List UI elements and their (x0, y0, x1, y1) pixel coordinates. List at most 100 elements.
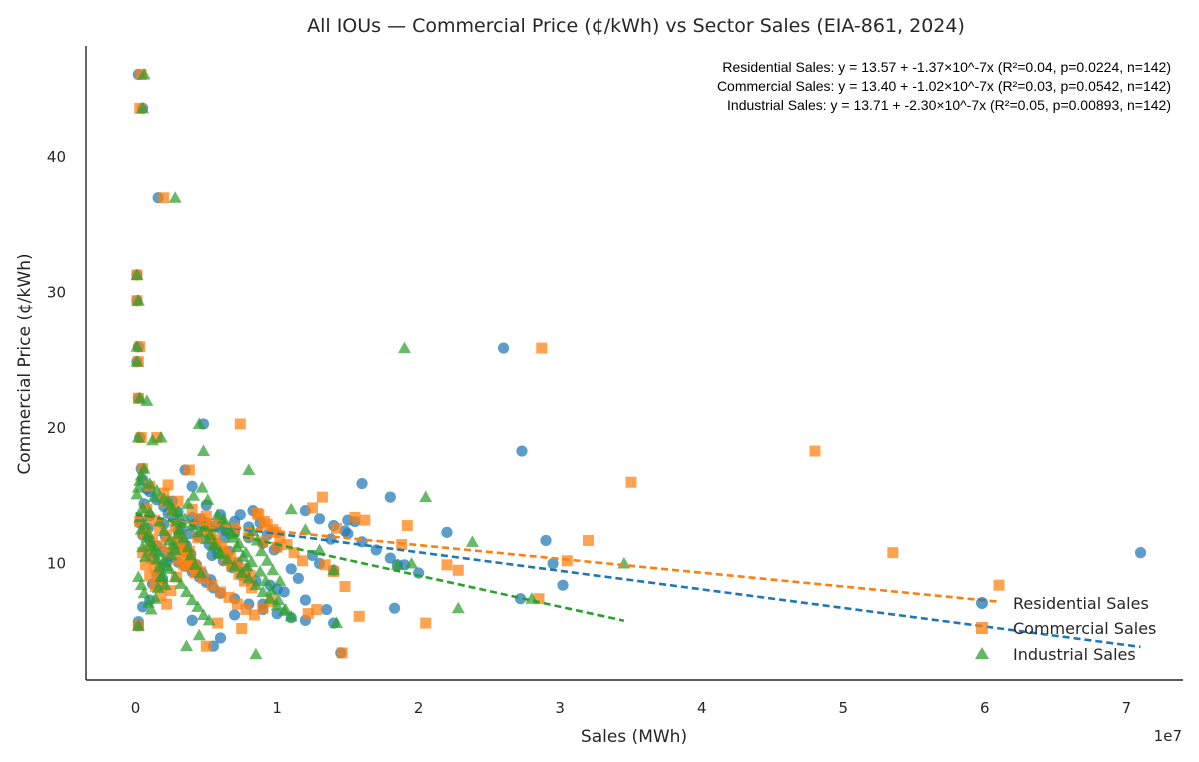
data-point (260, 554, 274, 566)
data-point (168, 543, 182, 555)
x-tick-label: 1 (272, 699, 282, 717)
data-point (413, 567, 425, 579)
data-point (196, 444, 210, 457)
data-point (185, 555, 197, 567)
data-point (200, 640, 212, 652)
data-point (887, 547, 899, 559)
data-point (240, 604, 252, 616)
data-point (279, 603, 293, 615)
data-point (192, 532, 204, 544)
x-tick-label: 6 (980, 699, 990, 717)
data-point (339, 525, 351, 537)
x-axis-offset-label: 1e7 (1154, 727, 1182, 745)
x-tick-label: 4 (697, 699, 707, 717)
data-point (212, 547, 226, 560)
data-point (174, 577, 188, 589)
data-point (516, 445, 528, 457)
data-point (144, 570, 156, 582)
data-point (441, 559, 453, 571)
data-point (272, 593, 286, 606)
legend-label-commercial: Commercial Sales (1013, 619, 1156, 638)
data-point (313, 513, 326, 525)
data-point (171, 527, 185, 539)
regression-annotations: Residential Sales: y = 13.57 + -1.37×10^… (717, 59, 1171, 113)
data-point (131, 294, 145, 306)
x-tick-label: 0 (131, 699, 141, 717)
data-point (148, 514, 160, 526)
data-point (452, 564, 464, 576)
data-points (130, 67, 1147, 660)
data-point (176, 539, 188, 551)
data-point (228, 559, 242, 572)
data-point (158, 192, 170, 204)
data-point (134, 468, 148, 481)
data-point (405, 556, 419, 569)
data-point (229, 609, 241, 621)
data-point (194, 566, 208, 578)
data-point (390, 558, 404, 570)
data-point (140, 394, 154, 406)
data-point (388, 602, 401, 614)
data-point (161, 598, 173, 610)
data-point (540, 534, 552, 547)
data-point (384, 491, 396, 503)
data-point (465, 535, 479, 547)
data-point (168, 191, 182, 203)
data-point (255, 544, 269, 557)
data-point (331, 522, 343, 534)
data-point (214, 586, 226, 598)
data-point (185, 593, 199, 606)
data-point (136, 501, 150, 513)
legend-item-commercial: Commercial Sales (976, 619, 1156, 638)
data-point (181, 540, 195, 553)
data-point (133, 391, 147, 404)
data-point (147, 490, 161, 503)
data-point (155, 590, 167, 602)
data-point (177, 531, 191, 543)
data-point (208, 538, 222, 550)
data-point (299, 594, 311, 606)
data-point (138, 517, 152, 530)
data-point (253, 509, 265, 521)
data-point (131, 431, 145, 443)
data-point (136, 540, 150, 553)
data-point (183, 464, 195, 476)
data-point (161, 494, 175, 507)
data-point (257, 536, 269, 548)
data-point (162, 479, 174, 491)
data-point (211, 508, 225, 520)
data-point (536, 342, 548, 354)
legend-marker-commercial (976, 622, 988, 634)
data-point (130, 340, 144, 352)
legend: Residential Sales Commercial Sales Indus… (975, 594, 1156, 664)
data-point (139, 559, 151, 571)
data-point (261, 518, 273, 530)
data-point (327, 563, 341, 576)
legend-marker-residential (976, 597, 988, 609)
data-point (419, 490, 433, 503)
data-point (451, 601, 465, 614)
data-point (246, 524, 260, 536)
data-point (179, 639, 193, 652)
data-point (130, 268, 144, 280)
data-point (172, 553, 184, 565)
y-tick-label: 10 (47, 554, 66, 572)
data-point (441, 526, 453, 538)
data-point (349, 511, 361, 523)
data-point (239, 546, 253, 558)
data-point (214, 632, 227, 644)
data-point (993, 579, 1005, 591)
data-point (131, 481, 145, 493)
y-axis-label: Commercial Price (¢/kWh) (15, 253, 35, 474)
data-point (384, 552, 396, 564)
data-point (172, 495, 184, 507)
data-point (163, 533, 177, 546)
data-point (311, 604, 323, 616)
data-point (356, 477, 368, 490)
x-ticks: 0 1 2 3 4 5 6 7 (131, 699, 1131, 717)
data-point (248, 609, 260, 621)
data-point (158, 578, 172, 591)
data-point (236, 623, 248, 635)
